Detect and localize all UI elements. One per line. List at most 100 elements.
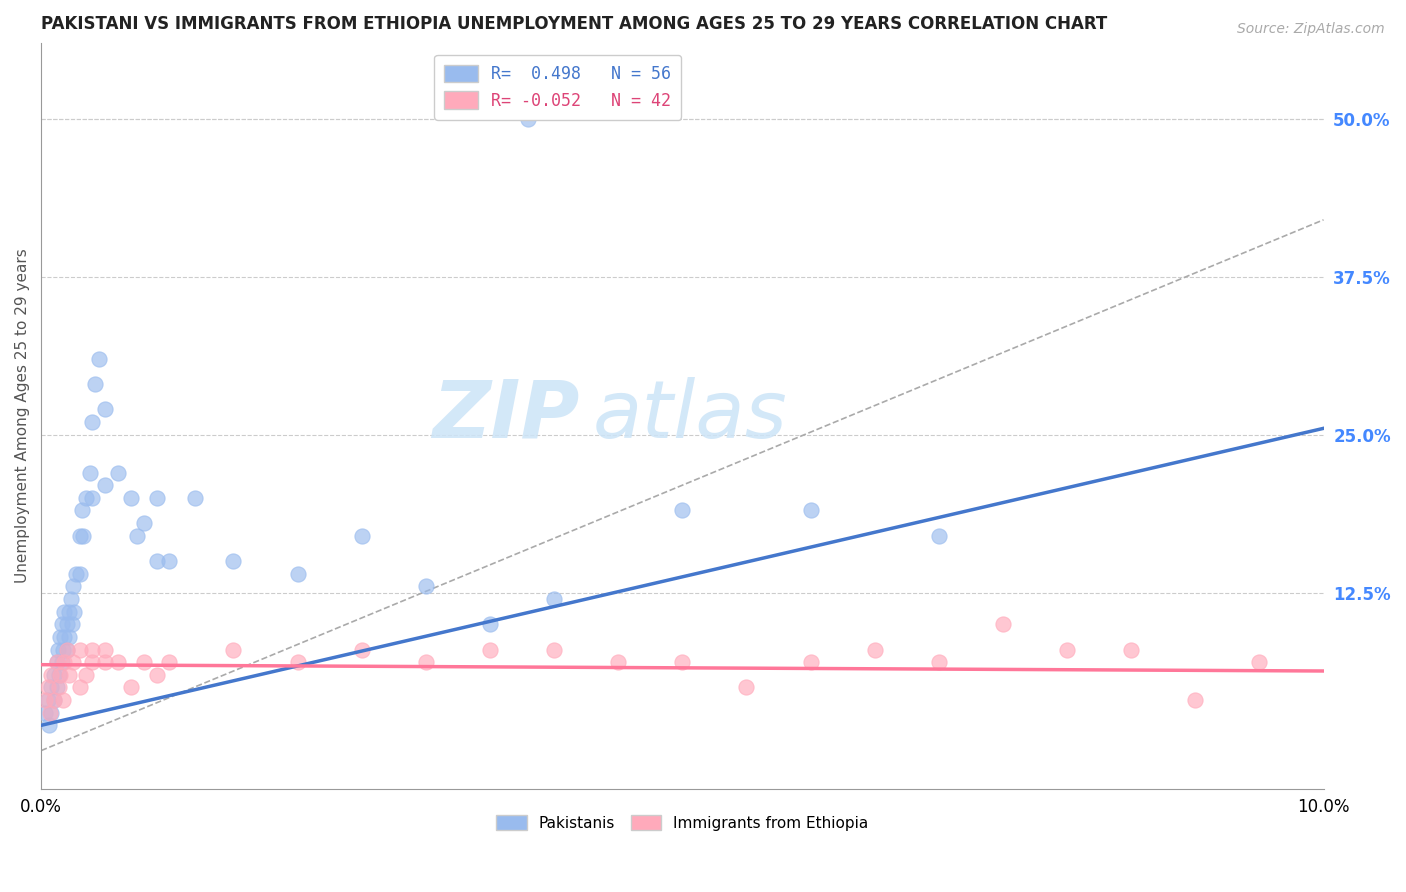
Point <box>543 642 565 657</box>
Point <box>1249 655 1271 669</box>
Point <box>55 642 77 657</box>
Point <box>38 718 60 732</box>
Point <box>132 655 155 669</box>
Point <box>478 617 501 632</box>
Point <box>415 655 437 669</box>
Text: Source: ZipAtlas.com: Source: ZipAtlas.com <box>1237 22 1385 37</box>
Point <box>82 491 104 505</box>
Point <box>287 566 309 581</box>
Point <box>735 681 758 695</box>
Text: atlas: atlas <box>592 376 787 455</box>
Point <box>184 491 207 505</box>
Point <box>63 605 86 619</box>
Point <box>84 377 107 392</box>
Point <box>415 579 437 593</box>
Point <box>478 642 501 657</box>
Point <box>991 617 1014 632</box>
Point <box>69 681 91 695</box>
Point <box>87 351 110 366</box>
Point <box>48 667 70 681</box>
Point <box>69 566 91 581</box>
Point <box>1121 642 1143 657</box>
Point <box>34 693 56 707</box>
Point <box>45 655 67 669</box>
Point <box>157 554 180 568</box>
Point <box>607 655 630 669</box>
Point <box>72 529 94 543</box>
Point <box>222 554 245 568</box>
Point <box>517 112 540 126</box>
Point <box>107 466 129 480</box>
Point <box>41 706 63 720</box>
Point <box>928 529 950 543</box>
Point <box>157 655 180 669</box>
Point <box>145 554 167 568</box>
Point <box>45 655 67 669</box>
Point <box>53 655 76 669</box>
Point <box>287 655 309 669</box>
Point <box>1184 693 1206 707</box>
Point <box>863 642 886 657</box>
Point <box>65 566 87 581</box>
Point <box>94 478 117 492</box>
Point <box>34 706 56 720</box>
Point <box>39 706 62 720</box>
Point <box>350 642 373 657</box>
Point <box>928 655 950 669</box>
Point <box>94 402 117 417</box>
Point <box>49 630 72 644</box>
Point <box>222 642 245 657</box>
Point <box>145 491 167 505</box>
Point <box>120 681 142 695</box>
Point <box>671 503 693 517</box>
Point <box>800 655 823 669</box>
Point <box>42 693 65 707</box>
Point <box>41 681 63 695</box>
Point <box>107 655 129 669</box>
Point <box>58 605 80 619</box>
Point <box>42 693 65 707</box>
Point <box>41 667 63 681</box>
Legend: Pakistanis, Immigrants from Ethiopia: Pakistanis, Immigrants from Ethiopia <box>489 809 875 837</box>
Point <box>120 491 142 505</box>
Point <box>52 693 75 707</box>
Point <box>51 617 73 632</box>
Point <box>59 591 82 606</box>
Point <box>69 642 91 657</box>
Point <box>75 491 97 505</box>
Y-axis label: Unemployment Among Ages 25 to 29 years: Unemployment Among Ages 25 to 29 years <box>15 248 30 583</box>
Point <box>45 681 67 695</box>
Point <box>53 630 76 644</box>
Text: PAKISTANI VS IMMIGRANTS FROM ETHIOPIA UNEMPLOYMENT AMONG AGES 25 TO 29 YEARS COR: PAKISTANI VS IMMIGRANTS FROM ETHIOPIA UN… <box>41 15 1108 33</box>
Point <box>53 605 76 619</box>
Point <box>55 642 77 657</box>
Point <box>49 667 72 681</box>
Point <box>79 466 101 480</box>
Point <box>127 529 149 543</box>
Point <box>82 642 104 657</box>
Point <box>75 667 97 681</box>
Point <box>132 516 155 530</box>
Point <box>62 655 84 669</box>
Point <box>52 642 75 657</box>
Point <box>42 667 65 681</box>
Point <box>543 591 565 606</box>
Point <box>51 655 73 669</box>
Point <box>37 681 59 695</box>
Point <box>70 503 93 517</box>
Point <box>800 503 823 517</box>
Point <box>69 529 91 543</box>
Point <box>350 529 373 543</box>
Point <box>48 681 70 695</box>
Text: ZIP: ZIP <box>433 376 579 455</box>
Point <box>94 642 117 657</box>
Point <box>671 655 693 669</box>
Point <box>37 693 59 707</box>
Point <box>46 642 69 657</box>
Point <box>58 667 80 681</box>
Point <box>145 667 167 681</box>
Point <box>62 579 84 593</box>
Point <box>1056 642 1078 657</box>
Point <box>60 617 83 632</box>
Point <box>82 655 104 669</box>
